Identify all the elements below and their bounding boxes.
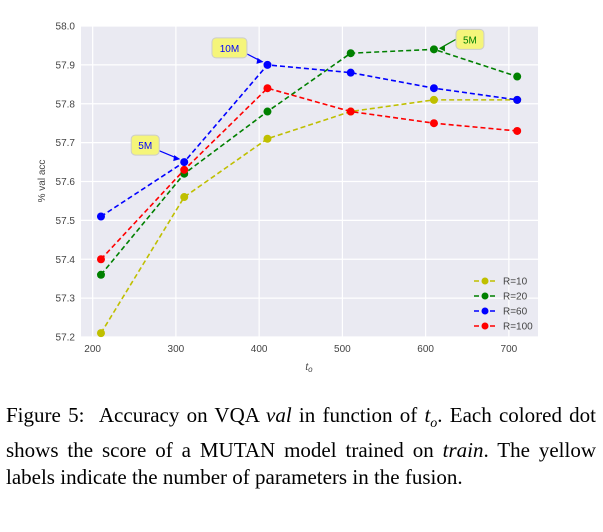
data-point — [263, 134, 272, 143]
data-point — [513, 95, 522, 104]
chart: 200 300 400 500 600 700 57.2 57.3 57.4 57.5 57.6 57… — [37, 22, 538, 374]
legend-label: R=10 — [503, 277, 528, 288]
tick-labels: 200 300 400 500 600 700 57.2 57.3 57.4 57.5 57.6 57… — [56, 22, 518, 356]
series-line-r-100 — [100, 87, 518, 260]
data-point — [263, 107, 272, 116]
legend-marker — [481, 277, 489, 285]
caption-text: . Each colored dot shows the score of a … — [6, 403, 597, 463]
data-point — [513, 126, 522, 135]
y-tick-label: 57.7 — [56, 138, 76, 149]
data-point — [96, 270, 105, 279]
caption-var-sub: o — [430, 416, 438, 432]
y-tick-label: 57.9 — [56, 60, 76, 71]
arrow-head-icon — [438, 45, 445, 52]
legend: R=10 R=20 R=60 R=100 — [474, 277, 533, 333]
x-tick-label: 300 — [168, 344, 185, 355]
data-point — [346, 49, 355, 58]
annotations: 10M 5M 5M — [130, 28, 485, 162]
legend-label: R=100 — [503, 322, 533, 333]
data-point — [263, 84, 272, 93]
y-tick-label: 58.0 — [56, 22, 76, 33]
y-axis-label: % val acc — [37, 160, 48, 203]
figure-caption: Figure 5: Accuracy on VQA val in functio… — [6, 402, 596, 491]
data-point — [96, 255, 105, 264]
y-tick-label: 57.3 — [56, 294, 76, 305]
caption-text: in function of — [291, 403, 425, 427]
data-point — [96, 329, 105, 338]
data-point — [96, 212, 105, 221]
caption-text: Accuracy on VQA — [98, 403, 267, 427]
data-point — [263, 60, 272, 69]
x-tick-label: 700 — [501, 344, 518, 355]
series-line-r-60 — [100, 64, 518, 218]
y-tick-label: 57.2 — [56, 333, 76, 344]
annotation-box — [455, 28, 485, 50]
y-tick-label: 57.6 — [56, 177, 76, 188]
annotation-box — [130, 134, 160, 156]
data-point — [429, 119, 438, 128]
legend-marker — [481, 322, 489, 330]
x-axis-label: to — [305, 362, 313, 374]
legend-label: R=20 — [503, 292, 528, 303]
legend-marker — [481, 307, 489, 315]
annotation-label: 5M — [138, 141, 152, 152]
x-tick-label: 400 — [251, 344, 268, 355]
caption-label: Figure 5: — [6, 403, 85, 427]
gridlines — [81, 25, 538, 338]
data-point — [180, 193, 189, 202]
data-point — [429, 45, 438, 54]
y-tick-label: 57.8 — [56, 99, 76, 110]
legend-marker — [481, 292, 489, 300]
caption-italic-val: val — [266, 403, 292, 427]
caption-italic-train: train — [442, 438, 484, 463]
data-point — [429, 84, 438, 93]
annotation-label: 10M — [220, 44, 239, 55]
x-tick-label: 200 — [84, 344, 101, 355]
series-group — [96, 45, 522, 338]
series-line-r-20 — [100, 48, 518, 276]
data-point — [180, 165, 189, 174]
x-tick-label: 500 — [334, 344, 351, 355]
data-point — [180, 158, 189, 167]
caption-var: t — [424, 403, 431, 427]
data-point — [346, 107, 355, 116]
data-point — [346, 68, 355, 77]
x-tick-label: 600 — [417, 344, 434, 355]
arrow-head-icon — [256, 57, 264, 64]
arrow-head-icon — [173, 155, 181, 162]
annotation-box — [211, 37, 248, 59]
y-tick-label: 57.4 — [56, 255, 76, 266]
data-point — [513, 72, 522, 81]
y-tick-label: 57.5 — [56, 216, 76, 227]
annotation-label: 5M — [463, 35, 477, 46]
data-point — [429, 95, 438, 104]
legend-label: R=60 — [503, 307, 528, 318]
series-line-r-10 — [100, 99, 518, 334]
caption-text: . The yellow labels indicate the number … — [6, 438, 596, 490]
